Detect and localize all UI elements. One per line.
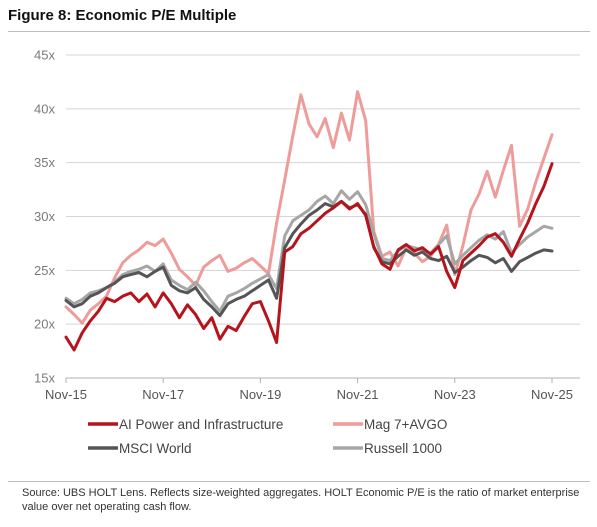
y-tick-label: 45x bbox=[34, 48, 55, 63]
series-line-0 bbox=[64, 162, 554, 352]
y-tick-label: 35x bbox=[34, 155, 55, 170]
legend-item-1: Mag 7+AVGO bbox=[333, 417, 447, 432]
y-tick-label: 30x bbox=[34, 209, 55, 224]
axes bbox=[65, 377, 580, 383]
series-line-1 bbox=[64, 90, 554, 325]
y-tick-label: 40x bbox=[34, 101, 55, 116]
legend-label: AI Power and Infrastructure bbox=[119, 417, 283, 432]
legend-label: Russell 1000 bbox=[364, 441, 442, 456]
y-tick-label: 25x bbox=[34, 263, 55, 278]
gridlines bbox=[66, 54, 580, 325]
y-axis-tick-labels: 15x 20x 25x 30x 35x 40x 45x bbox=[34, 48, 55, 386]
y-tick-label: 20x bbox=[34, 317, 55, 332]
x-tick-label: Nov-19 bbox=[239, 387, 281, 402]
x-tick-label: Nov-25 bbox=[531, 387, 573, 402]
x-tick-label: Nov-21 bbox=[337, 387, 379, 402]
legend-label: Mag 7+AVGO bbox=[364, 417, 447, 432]
series-line-2 bbox=[64, 199, 554, 318]
source-note: Source: UBS HOLT Lens. Reflects size-wei… bbox=[22, 487, 580, 513]
legend-item-2: MSCI World bbox=[88, 441, 192, 456]
x-tick-label: Nov-23 bbox=[434, 387, 476, 402]
x-tick-label: Nov-17 bbox=[142, 387, 184, 402]
series-lines bbox=[64, 90, 554, 352]
figure-title: Figure 8: Economic P/E Multiple bbox=[8, 7, 237, 24]
title-divider bbox=[8, 31, 590, 32]
footer-divider bbox=[8, 481, 590, 482]
legend-item-3: Russell 1000 bbox=[333, 441, 442, 456]
legend: AI Power and Infrastructure Mag 7+AVGO MSC… bbox=[88, 417, 447, 456]
legend-label: MSCI World bbox=[119, 441, 192, 456]
x-axis-tick-labels: Nov-15 Nov-17 Nov-19 Nov-21 Nov-23 Nov-25 bbox=[45, 387, 573, 402]
series-line-3 bbox=[64, 189, 554, 313]
legend-item-0: AI Power and Infrastructure bbox=[88, 417, 283, 432]
y-tick-label: 15x bbox=[34, 371, 55, 386]
x-tick-label: Nov-15 bbox=[45, 387, 87, 402]
